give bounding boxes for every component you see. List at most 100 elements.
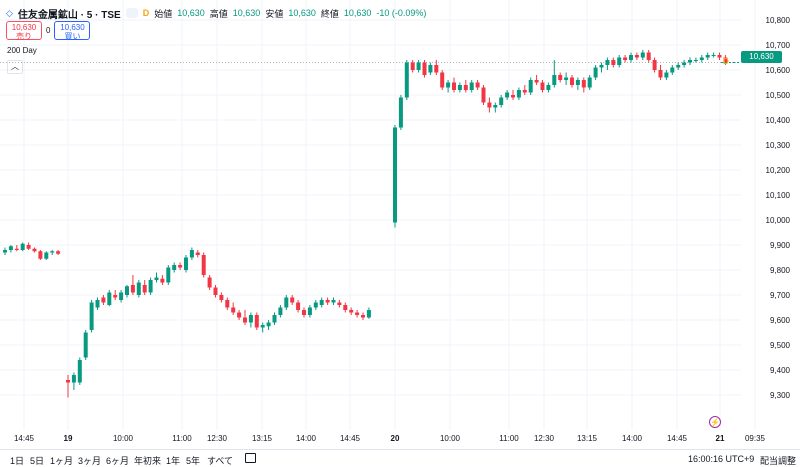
price-chart[interactable]: 10,800 10,700 10,600 10,500 10,400 10,300 10,2… [0, 0, 800, 449]
lightning-icon[interactable]: ⚡ [709, 416, 721, 428]
candle-body[interactable] [166, 267, 171, 283]
candle-body[interactable] [652, 60, 657, 70]
candle-body[interactable] [705, 55, 710, 58]
candle-body[interactable] [646, 52, 651, 61]
candle-body[interactable] [611, 60, 616, 65]
dividend-badge[interactable]: D [723, 57, 729, 66]
candle-body[interactable] [101, 297, 106, 303]
candle-body[interactable] [398, 97, 403, 128]
candle-body[interactable] [278, 307, 283, 316]
candle-body[interactable] [723, 57, 728, 63]
dividend-adjust-toggle[interactable]: 配当調整 [760, 456, 797, 466]
candle-body[interactable] [26, 245, 31, 249]
candle-body[interactable] [154, 277, 159, 281]
candle-body[interactable] [136, 282, 141, 296]
candle-body[interactable] [248, 315, 253, 323]
candle-body[interactable] [331, 300, 336, 303]
candle-body[interactable] [564, 77, 569, 81]
candle-body[interactable] [605, 60, 610, 65]
candle-body[interactable] [446, 82, 451, 88]
range-1d[interactable]: 1日 [10, 456, 25, 466]
candle-body[interactable] [32, 248, 37, 252]
candle-body[interactable] [452, 82, 456, 91]
candle-body[interactable] [499, 97, 504, 106]
candle-body[interactable] [349, 310, 354, 313]
candle-body[interactable] [189, 250, 194, 258]
candle-body[interactable] [528, 80, 533, 93]
candle-body[interactable] [410, 62, 415, 71]
range-5y[interactable]: 5年 [186, 456, 201, 466]
candle-body[interactable] [475, 82, 480, 88]
candle-body[interactable] [71, 375, 76, 383]
candle-body[interactable] [207, 277, 212, 288]
candle-body[interactable] [266, 322, 271, 327]
candle-body[interactable] [56, 251, 61, 254]
candle-body[interactable] [670, 67, 675, 73]
range-all[interactable]: すべて [207, 456, 234, 466]
candle-body[interactable] [587, 77, 592, 88]
candle-body[interactable] [290, 297, 295, 303]
candle-body[interactable] [522, 90, 527, 93]
candle-body[interactable] [113, 295, 118, 298]
candle-body[interactable] [640, 52, 645, 58]
candle-body[interactable] [20, 243, 25, 250]
candle-body[interactable] [160, 278, 165, 283]
candle-body[interactable] [493, 105, 498, 108]
candle-body[interactable] [593, 67, 598, 78]
candle-body[interactable] [231, 307, 236, 313]
candle-body[interactable] [469, 82, 474, 91]
candle-body[interactable] [8, 246, 13, 250]
candle-body[interactable] [463, 85, 468, 90]
candle-body[interactable] [688, 60, 692, 63]
candle-body[interactable] [552, 75, 557, 85]
candle-body[interactable] [125, 286, 129, 295]
candle-body[interactable] [14, 248, 19, 250]
candle-body[interactable] [148, 280, 153, 293]
candle-body[interactable] [355, 312, 360, 316]
candle-body[interactable] [77, 360, 82, 383]
candle-body[interactable] [66, 380, 70, 383]
candle-body[interactable] [422, 62, 427, 76]
sell-button[interactable]: 10,630 売り [6, 21, 42, 41]
candle-body[interactable] [243, 317, 247, 323]
candle-body[interactable] [272, 315, 277, 323]
candle-body[interactable] [658, 70, 663, 78]
candle-body[interactable] [570, 77, 574, 86]
range-3m[interactable]: 3ヶ月 [78, 456, 102, 466]
candle-body[interactable] [213, 287, 218, 296]
candle-body[interactable] [634, 55, 639, 58]
candle-body[interactable] [130, 285, 135, 293]
candle-body[interactable] [393, 127, 397, 223]
candle-body[interactable] [95, 300, 100, 308]
candle-body[interactable] [516, 90, 521, 98]
candle-body[interactable] [178, 265, 183, 268]
candle-body[interactable] [343, 305, 348, 310]
candle-body[interactable] [366, 310, 371, 318]
candle-body[interactable] [44, 252, 49, 259]
candle-body[interactable] [219, 295, 224, 300]
candle-body[interactable] [284, 297, 289, 308]
candle-body[interactable] [319, 300, 324, 305]
calendar-icon[interactable] [245, 453, 256, 463]
candle-body[interactable] [699, 57, 704, 61]
candle-body[interactable] [558, 75, 563, 80]
candle-body[interactable] [540, 82, 545, 91]
candle-body[interactable] [3, 250, 7, 253]
candle-body[interactable] [254, 315, 259, 328]
candle-body[interactable] [581, 80, 586, 88]
candle-body[interactable] [623, 57, 628, 61]
candle-body[interactable] [617, 57, 622, 66]
candle-body[interactable] [302, 310, 306, 315]
candle-body[interactable] [711, 55, 716, 56]
candle-body[interactable] [260, 325, 265, 328]
candle-body[interactable] [599, 65, 604, 68]
buy-button[interactable]: 10,630 買い [54, 21, 91, 41]
candle-body[interactable] [119, 292, 124, 301]
candle-body[interactable] [664, 72, 669, 78]
candle-body[interactable] [237, 312, 242, 318]
candle-body[interactable] [676, 65, 681, 68]
candle-body[interactable] [201, 255, 206, 275]
candle-body[interactable] [629, 55, 633, 60]
candle-body[interactable] [575, 80, 580, 85]
range-6m[interactable]: 6ヶ月 [106, 456, 130, 466]
